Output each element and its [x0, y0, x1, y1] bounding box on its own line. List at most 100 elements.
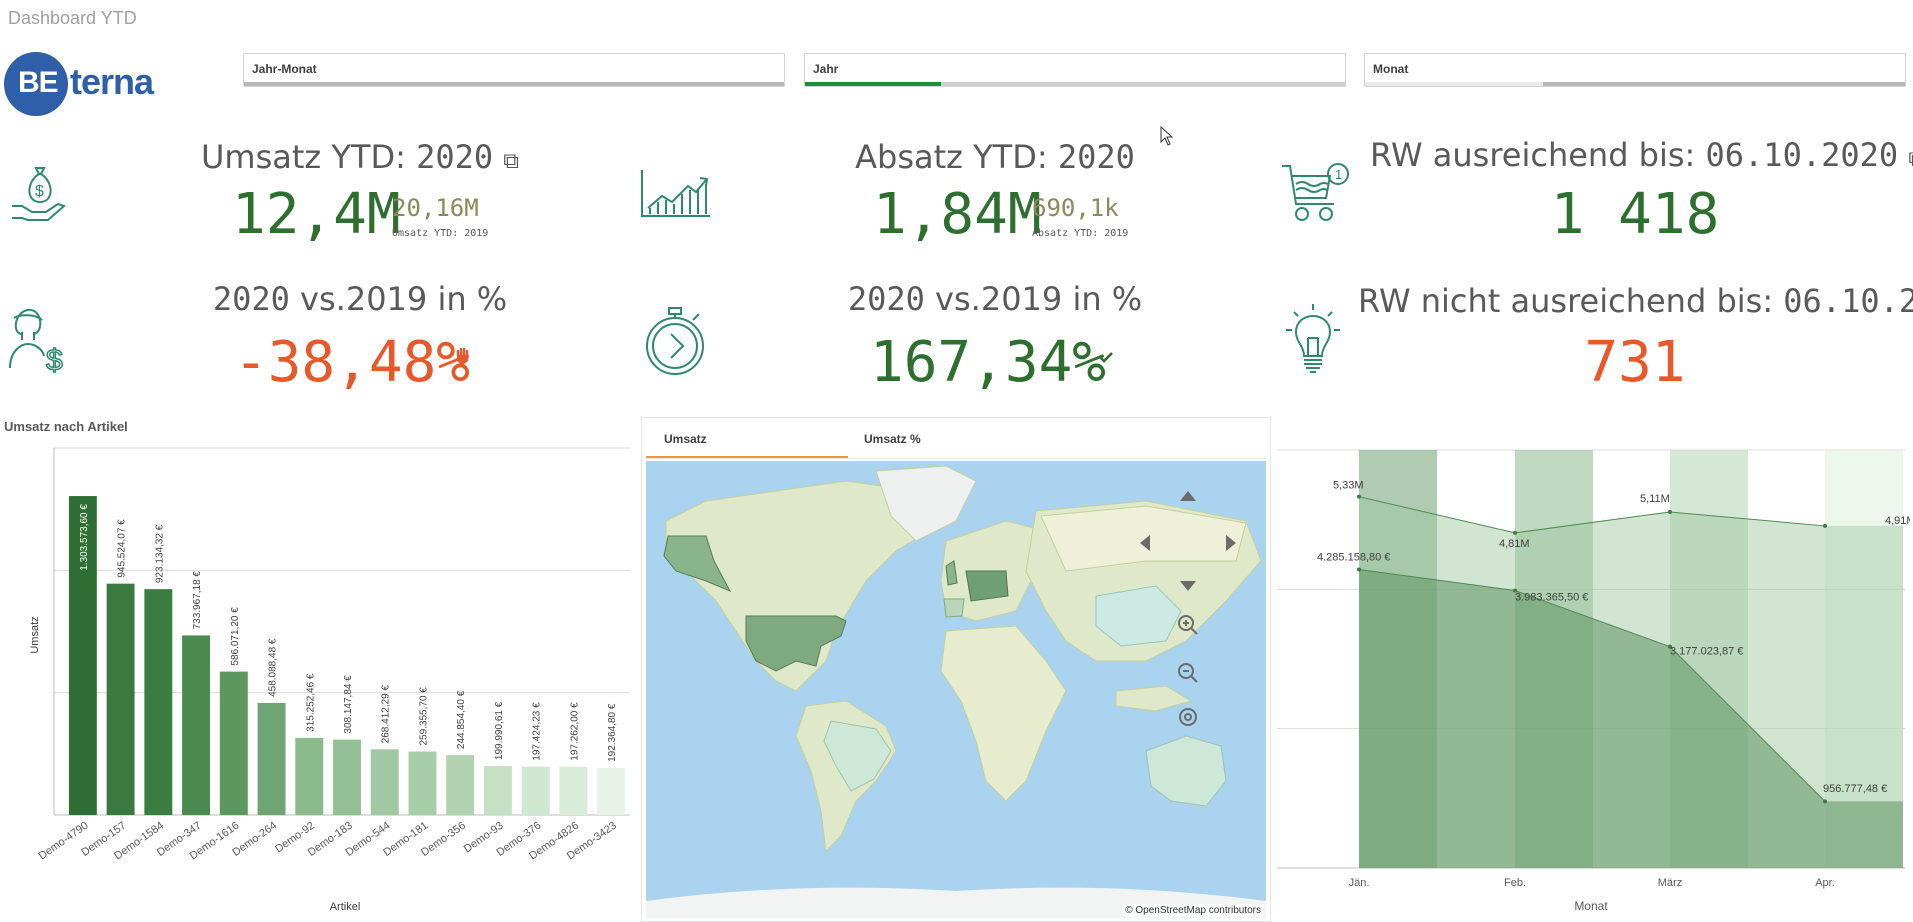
kpi-umsatz-pct-year: 2020	[212, 280, 290, 318]
bar-Demo-376[interactable]	[521, 766, 550, 815]
kpi-absatz-title-text: Absatz YTD:	[855, 138, 1058, 176]
bar-Demo-347[interactable]	[182, 635, 211, 815]
map-panel: Umsatz Umsatz %	[641, 417, 1271, 922]
tab-umsatz[interactable]: Umsatz	[664, 432, 707, 446]
filter-selection-bar	[1365, 82, 1905, 86]
kpi-umsatz-pct-value: -38,48%	[234, 330, 471, 395]
filter-selection-bar	[244, 82, 784, 86]
month-band	[1825, 450, 1903, 868]
kpi-absatz-compare-label: Absatz YTD: 2019	[1032, 228, 1129, 239]
brazil	[823, 720, 892, 792]
australia	[1145, 735, 1227, 807]
bar-Demo-1584[interactable]	[144, 589, 173, 815]
growth-chart-icon	[641, 170, 710, 217]
stop-hand-icon	[456, 347, 469, 364]
bar-value-label: 244.854,40 €	[456, 690, 467, 749]
bar-Demo-1616[interactable]	[219, 671, 248, 815]
kpi-rw-ok-title: RW ausreichend bis: 06.10.2020 ⧉	[1370, 136, 1913, 174]
bar-Demo-4790[interactable]	[68, 496, 97, 815]
series-1-data-label: 5,33M	[1333, 480, 1364, 492]
x-tick-label: Apr.	[1815, 877, 1835, 889]
bar-Demo-356[interactable]	[446, 755, 475, 815]
filter-jahr[interactable]: Jahr	[804, 53, 1346, 87]
data-point[interactable]	[1823, 523, 1827, 528]
lightbulb-icon	[1286, 304, 1340, 373]
external-link-icon[interactable]: ⧉	[503, 149, 520, 174]
kpi-absatz-pct-title: 2020 vs.2019 in %	[790, 280, 1200, 318]
kpi-absatz-pct-title-text: vs.2019 in %	[924, 280, 1143, 318]
bar-Demo-183[interactable]	[333, 739, 361, 815]
svg-text:$: $	[35, 183, 44, 200]
bar-Demo-264[interactable]	[257, 702, 286, 815]
recenter-icon[interactable]	[1179, 708, 1197, 726]
logo-terna: terna	[70, 61, 154, 102]
kpi-absatz-year: 2020	[1057, 138, 1135, 176]
kpi-umsatz-title-text: Umsatz YTD:	[200, 138, 417, 176]
zoom-in-icon[interactable]	[1178, 615, 1198, 635]
pan-right-icon[interactable]	[1226, 535, 1236, 551]
kpi-umsatz-title: Umsatz YTD: 2020 ⧉	[150, 138, 570, 176]
filter-label: Jahr	[813, 62, 839, 76]
kpi-absatz-value: 1,84M	[873, 182, 1042, 247]
data-point[interactable]	[1668, 510, 1672, 515]
bar-value-label: 1.303.573,60 €	[79, 504, 90, 571]
monthly-area-chart: 5,33M 4,81M 5,11M 4,91M 4.285.158,80 € 3.983.…	[1277, 449, 1910, 913]
pan-up-icon[interactable]	[1180, 491, 1196, 501]
beterna-logo: BE terna	[4, 50, 194, 118]
bar-Demo-544[interactable]	[370, 749, 399, 815]
data-point[interactable]	[1668, 644, 1672, 649]
bar-Demo-157[interactable]	[106, 583, 135, 815]
kpi-umsatz-year: 2020	[416, 138, 494, 176]
data-point[interactable]	[1513, 530, 1517, 535]
filter-label: Monat	[1373, 62, 1409, 76]
kpi-rw-ok-date: 06.10.2020	[1705, 136, 1899, 174]
greenland	[875, 465, 977, 542]
bar-chart-title: Umsatz nach Artikel	[4, 419, 128, 434]
data-point[interactable]	[1357, 494, 1361, 499]
bar-Demo-93[interactable]	[483, 766, 512, 815]
shopping-cart-icon: 1	[1282, 163, 1349, 221]
bar-value-label: 197.262,00 €	[569, 702, 580, 761]
antarctica	[646, 887, 1266, 918]
kpi-umsatz-value: 12,4M	[232, 182, 401, 247]
africa	[940, 625, 1067, 802]
stopwatch-icon	[646, 307, 704, 375]
series-1-data-label: 5,11M	[1640, 493, 1670, 505]
series-2-data-label: 4.285.158,80 €	[1317, 551, 1390, 563]
kpi-umsatz-compare: 20,16M	[392, 194, 479, 222]
mouse-cursor-icon	[1160, 126, 1174, 146]
bar-value-label: 586.071,20 €	[230, 607, 241, 666]
bar-Demo-3423[interactable]	[597, 767, 626, 815]
map-attribution[interactable]: © OpenStreetMap contributors	[1122, 904, 1264, 917]
logo-circle	[4, 52, 68, 116]
filter-monat[interactable]: Monat	[1364, 53, 1906, 87]
zoom-out-icon[interactable]	[1178, 663, 1198, 683]
data-point[interactable]	[1513, 588, 1517, 593]
kpi-rw-ok-title-text: RW ausreichend bis:	[1370, 136, 1706, 174]
series-line	[1358, 496, 1826, 534]
external-link-icon[interactable]: ⧉	[1908, 147, 1913, 172]
bar-value-label: 458.088,48 €	[268, 638, 279, 697]
data-point[interactable]	[1357, 567, 1361, 572]
world-map[interactable]	[646, 461, 1266, 918]
bar-Demo-181[interactable]	[408, 751, 437, 815]
tab-divider	[646, 458, 1266, 459]
person-dollar-icon: $	[9, 308, 64, 376]
x-axis-title: Artikel	[330, 901, 361, 913]
kpi-rw-not-title-text: RW nicht ausreichend bis:	[1358, 282, 1784, 320]
filter-jahr-monat[interactable]: Jahr-Monat	[243, 53, 785, 87]
tab-umsatz-pct[interactable]: Umsatz %	[864, 432, 921, 446]
bar-value-label: 308.147,84 €	[343, 675, 354, 734]
pan-left-icon[interactable]	[1140, 535, 1150, 551]
germany	[965, 570, 1009, 602]
x-axis-title: Monat	[1574, 899, 1608, 913]
x-tick-label: März	[1658, 877, 1682, 889]
pan-down-icon[interactable]	[1180, 581, 1196, 591]
bar-Demo-92[interactable]	[295, 737, 324, 815]
bar-Demo-4826[interactable]	[559, 766, 588, 815]
checkmark-icon	[1099, 352, 1113, 363]
kpi-absatz-pct-year: 2020	[847, 280, 925, 318]
bar-value-label: 733.967,18 €	[192, 571, 203, 630]
kpi-absatz-compare: 690,1k	[1032, 194, 1119, 222]
data-point[interactable]	[1823, 799, 1827, 804]
